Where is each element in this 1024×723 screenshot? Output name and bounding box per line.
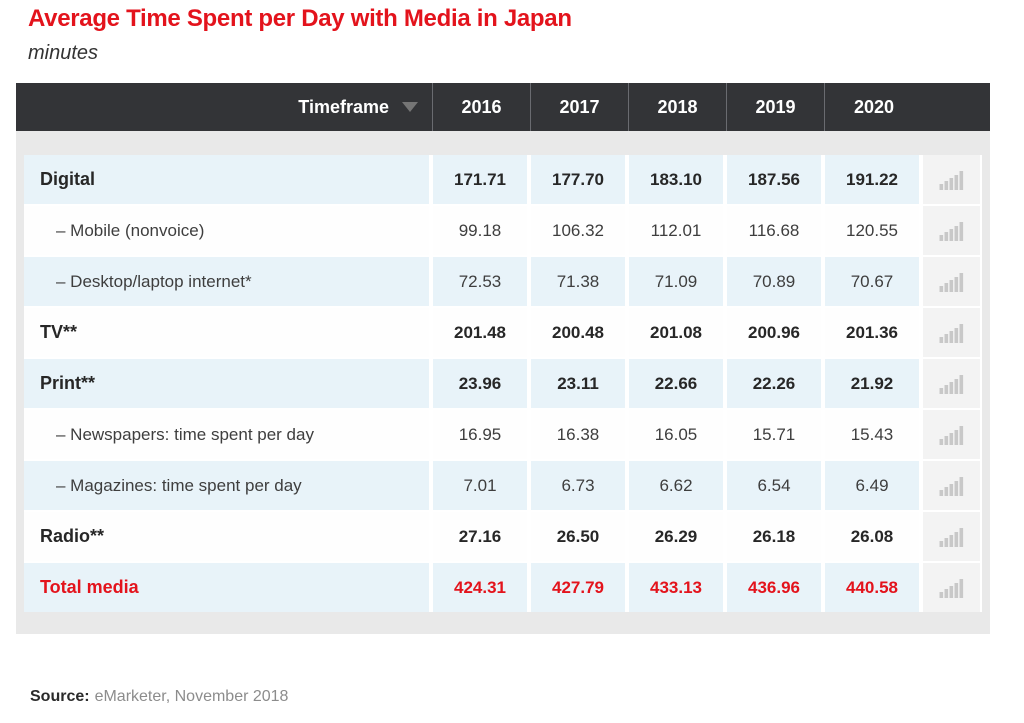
- value-cell: 106.32: [531, 206, 625, 255]
- row-label: TV**: [40, 322, 78, 342]
- value-cell: 201.48: [433, 308, 527, 357]
- value-cell: 7.01: [433, 461, 527, 510]
- bar-chart-icon: [939, 374, 963, 394]
- value-cell: 200.96: [727, 308, 821, 357]
- column-header-timeframe[interactable]: Timeframe: [16, 83, 433, 131]
- value-cell: 99.18: [433, 206, 527, 255]
- chart-button[interactable]: [923, 512, 980, 561]
- row-label-cell: – Newspapers: time spent per day: [24, 410, 429, 459]
- value-cell: 21.92: [825, 359, 919, 408]
- value-cell: 436.96: [727, 563, 821, 612]
- value-cell: 6.73: [531, 461, 625, 510]
- chart-button[interactable]: [923, 206, 980, 255]
- chart-button[interactable]: [923, 563, 980, 612]
- value-cell: 424.31: [433, 563, 527, 612]
- value-cell: 6.54: [727, 461, 821, 510]
- value-cell: 23.96: [433, 359, 527, 408]
- value-cell: 187.56: [727, 155, 821, 204]
- chart-button[interactable]: [923, 257, 980, 306]
- value-cell: 16.38: [531, 410, 625, 459]
- row-label-cell: – Magazines: time spent per day: [24, 461, 429, 510]
- value-cell: 6.49: [825, 461, 919, 510]
- value-cell: 433.13: [629, 563, 723, 612]
- column-header-year: 2017: [531, 83, 629, 131]
- row-label: – Desktop/laptop internet*: [56, 271, 252, 291]
- column-header-year: 2018: [629, 83, 727, 131]
- value-cell: 72.53: [433, 257, 527, 306]
- chart-button[interactable]: [923, 155, 980, 204]
- bar-chart-icon: [939, 272, 963, 292]
- page-title: Average Time Spent per Day with Media in…: [28, 5, 572, 32]
- source-label: Source:: [30, 688, 90, 705]
- value-cell: 26.18: [727, 512, 821, 561]
- chevron-down-icon[interactable]: [402, 102, 418, 112]
- value-cell: 201.36: [825, 308, 919, 357]
- table-header-row: Timeframe 2016 2017 2018 2019 2020: [16, 83, 990, 131]
- column-header-year: 2019: [727, 83, 825, 131]
- row-label: – Newspapers: time spent per day: [56, 424, 314, 444]
- row-label-cell: – Desktop/laptop internet*: [24, 257, 429, 306]
- value-cell: 171.71: [433, 155, 527, 204]
- bar-chart-icon: [939, 323, 963, 343]
- bar-chart-icon: [939, 578, 963, 598]
- bar-chart-icon: [939, 425, 963, 445]
- value-cell: 27.16: [433, 512, 527, 561]
- page-subtitle: minutes: [28, 42, 99, 64]
- row-label: – Mobile (nonvoice): [56, 220, 205, 240]
- row-label: Total media: [40, 577, 139, 597]
- value-cell: 26.50: [531, 512, 625, 561]
- table-body: Digital 171.71 177.70 183.10 187.56 191.…: [24, 155, 982, 612]
- value-cell: 70.89: [727, 257, 821, 306]
- timeframe-label: Timeframe: [298, 96, 389, 117]
- source-text: eMarketer, November 2018: [94, 688, 289, 705]
- chart-button[interactable]: [923, 308, 980, 357]
- value-cell: 16.95: [433, 410, 527, 459]
- value-cell: 16.05: [629, 410, 723, 459]
- value-cell: 22.66: [629, 359, 723, 408]
- value-cell: 26.29: [629, 512, 723, 561]
- bar-chart-icon: [939, 170, 963, 190]
- bar-chart-icon: [939, 221, 963, 241]
- value-cell: 116.68: [727, 206, 821, 255]
- row-label-cell: – Mobile (nonvoice): [24, 206, 429, 255]
- bar-chart-icon: [939, 476, 963, 496]
- value-cell: 23.11: [531, 359, 625, 408]
- bar-chart-icon: [939, 527, 963, 547]
- value-cell: 6.62: [629, 461, 723, 510]
- row-label-cell: TV**: [24, 308, 429, 357]
- row-label-cell: Total media: [24, 563, 429, 612]
- source-line: Source: eMarketer, November 2018: [30, 688, 288, 706]
- row-label-cell: Radio**: [24, 512, 429, 561]
- row-label-cell: Digital: [24, 155, 429, 204]
- value-cell: 70.67: [825, 257, 919, 306]
- row-label: – Magazines: time spent per day: [56, 475, 302, 495]
- value-cell: 427.79: [531, 563, 625, 612]
- value-cell: 183.10: [629, 155, 723, 204]
- column-header-year: 2020: [853, 96, 895, 117]
- row-label: Digital: [40, 169, 96, 189]
- row-label: Print**: [40, 373, 96, 393]
- value-cell: 177.70: [531, 155, 625, 204]
- chart-button[interactable]: [923, 461, 980, 510]
- row-label: Radio**: [40, 526, 105, 546]
- value-cell: 71.38: [531, 257, 625, 306]
- value-cell: 26.08: [825, 512, 919, 561]
- value-cell: 201.08: [629, 308, 723, 357]
- value-cell: 71.09: [629, 257, 723, 306]
- value-cell: 200.48: [531, 308, 625, 357]
- chart-button[interactable]: [923, 410, 980, 459]
- column-header-year: 2016: [433, 83, 531, 131]
- value-cell: 15.43: [825, 410, 919, 459]
- value-cell: 15.71: [727, 410, 821, 459]
- value-cell: 112.01: [629, 206, 723, 255]
- row-label-cell: Print**: [24, 359, 429, 408]
- chart-button[interactable]: [923, 359, 980, 408]
- value-cell: 22.26: [727, 359, 821, 408]
- value-cell: 191.22: [825, 155, 919, 204]
- media-time-table: Timeframe 2016 2017 2018 2019 2020 Digit…: [16, 83, 990, 634]
- value-cell: 440.58: [825, 563, 919, 612]
- value-cell: 120.55: [825, 206, 919, 255]
